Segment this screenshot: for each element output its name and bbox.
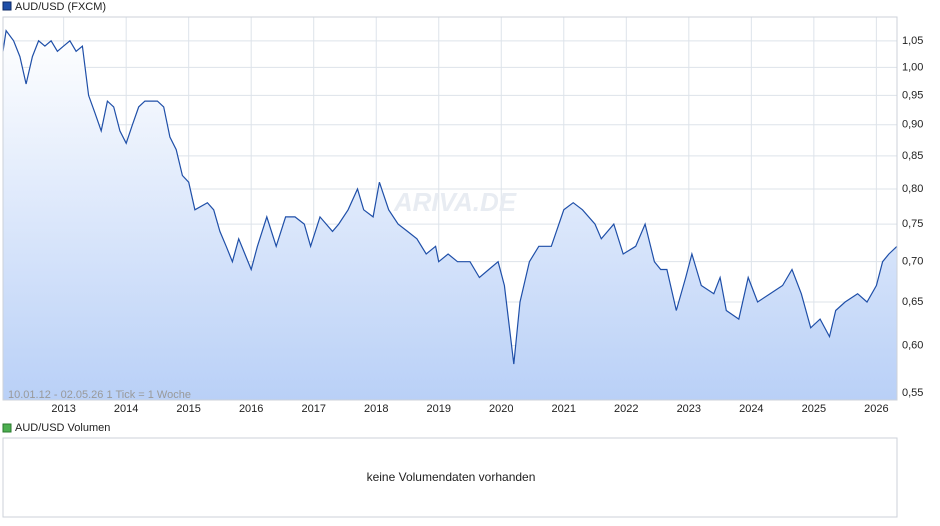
x-tick-label: 2026 [864, 403, 888, 415]
y-tick-label: 1,00 [902, 61, 923, 73]
x-tick-label: 2019 [427, 403, 451, 415]
x-tick-label: 2015 [176, 403, 200, 415]
x-tick-label: 2013 [51, 403, 75, 415]
x-tick-label: 2014 [114, 403, 138, 415]
x-tick-label: 2023 [677, 403, 701, 415]
legend-swatch [2, 423, 12, 433]
price-line [2, 29, 898, 365]
plot-border [2, 16, 898, 401]
volume-note: keine Volumendaten vorhanden [367, 470, 536, 484]
y-tick-label: 0,90 [902, 119, 923, 131]
x-tick-label: 2022 [614, 403, 638, 415]
area [3, 30, 897, 400]
volume-title: AUD/USD Volumen [15, 422, 110, 434]
x-tick-label: 2018 [364, 403, 388, 415]
y-tick-label: 0,75 [902, 218, 923, 230]
y-tick-label: 0,65 [902, 296, 923, 308]
y-tick-label: 0,85 [902, 150, 923, 162]
x-tick-label: 2024 [739, 403, 763, 415]
legend-swatch [2, 1, 12, 11]
y-tick-label: 0,60 [902, 340, 923, 352]
x-tick-label: 2020 [489, 403, 513, 415]
plot-area: 0,55 0,60 0,65 0,70 0,75 0,80 0,85 0,90 0,95 1,00… [2, 16, 923, 415]
subtitle: 10.01.12 - 02.05.26 1 Tick = 1 Woche [8, 389, 191, 401]
y-tick-label: 1,05 [902, 35, 923, 47]
y-tick-label: 0,95 [902, 89, 923, 101]
x-tick-label: 2025 [802, 403, 826, 415]
y-tick-label: 0,70 [902, 256, 923, 268]
y-tick-label: 0,80 [902, 183, 923, 195]
x-tick-label: 2021 [552, 403, 576, 415]
chart-title: AUD/USD (FXCM) [15, 1, 106, 13]
x-tick-label: 2017 [301, 403, 325, 415]
y-tick-label: 0,55 [902, 387, 923, 399]
volume-panel [2, 437, 898, 518]
x-tick-label: 2016 [239, 403, 263, 415]
watermark: ARIVA.DE [393, 187, 517, 217]
